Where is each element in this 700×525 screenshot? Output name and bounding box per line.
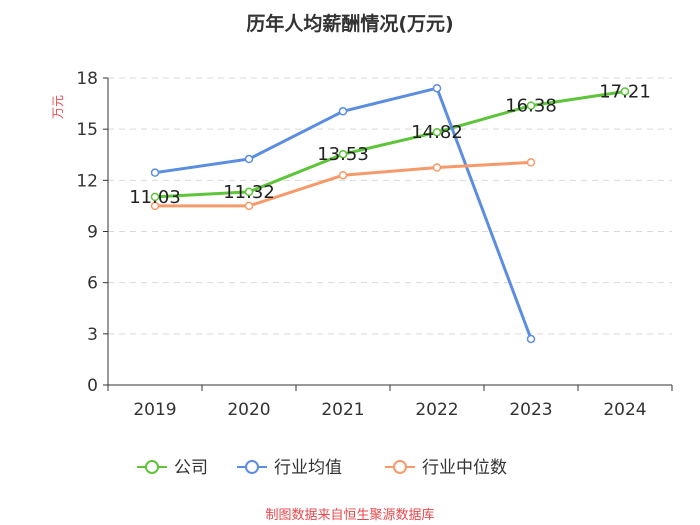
y-tick-label: 0: [87, 376, 98, 396]
x-tick-label: 2023: [509, 400, 552, 420]
data-point: [432, 83, 442, 93]
legend-marker: [145, 460, 159, 474]
y-tick-label: 9: [87, 223, 98, 243]
y-tick-label: 6: [87, 274, 98, 294]
y-tick-label: 12: [76, 171, 98, 191]
y-tick-label: 3: [87, 325, 98, 345]
legend-label: 行业中位数: [422, 458, 507, 478]
data-label: 11.03: [129, 187, 181, 208]
source-note: 制图数据来自恒生聚源数据库: [265, 507, 434, 523]
chart-title: 历年人均薪酬情况(万元): [246, 12, 453, 35]
legend-marker: [245, 460, 259, 474]
x-tick-label: 2020: [227, 400, 270, 420]
series-group: [150, 83, 630, 344]
series-line-0: [154, 90, 626, 199]
data-point: [244, 187, 254, 197]
x-tick-label: 2022: [415, 400, 458, 420]
data-point: [526, 158, 536, 167]
data-point: [244, 154, 254, 164]
grid-lines: [108, 77, 672, 335]
data-point: [526, 101, 536, 110]
x-tick-label: 2024: [603, 400, 646, 420]
data-point: [244, 201, 254, 211]
y-tick-label: 18: [76, 69, 98, 89]
y-tick-label: 15: [76, 120, 98, 140]
data-point: [338, 107, 348, 116]
legend-marker: [393, 460, 407, 474]
data-point: [526, 334, 536, 344]
series-line-1: [154, 86, 533, 340]
data-label: 14.82: [411, 122, 463, 143]
data-point: [338, 170, 348, 180]
data-point: [150, 192, 160, 202]
axes: 0 3 6 9 12 15 18 2019 2020 2021 2022 2023 2024: [76, 69, 673, 420]
legend-label: 行业均值: [274, 458, 342, 478]
data-point: [432, 163, 442, 172]
data-point: [620, 87, 630, 96]
data-label: 17.21: [599, 81, 651, 102]
x-tick-label: 2021: [321, 400, 364, 420]
data-point: [150, 201, 160, 211]
data-label: 13.53: [317, 144, 369, 165]
x-tick-label: 2019: [133, 400, 176, 420]
data-label: 16.38: [505, 96, 557, 117]
data-label: 11.32: [223, 182, 275, 203]
legend: 公司 行业均值 行业中位数: [137, 458, 507, 478]
data-point: [338, 149, 348, 159]
data-point: [150, 168, 160, 177]
series-line-2: [155, 160, 532, 208]
data-point: [432, 127, 442, 137]
data-labels: 11.03 11.32 13.53 14.82 16.38 17.21: [129, 81, 651, 207]
legend-label: 公司: [174, 458, 208, 478]
y-axis-label: 万元: [51, 95, 65, 119]
